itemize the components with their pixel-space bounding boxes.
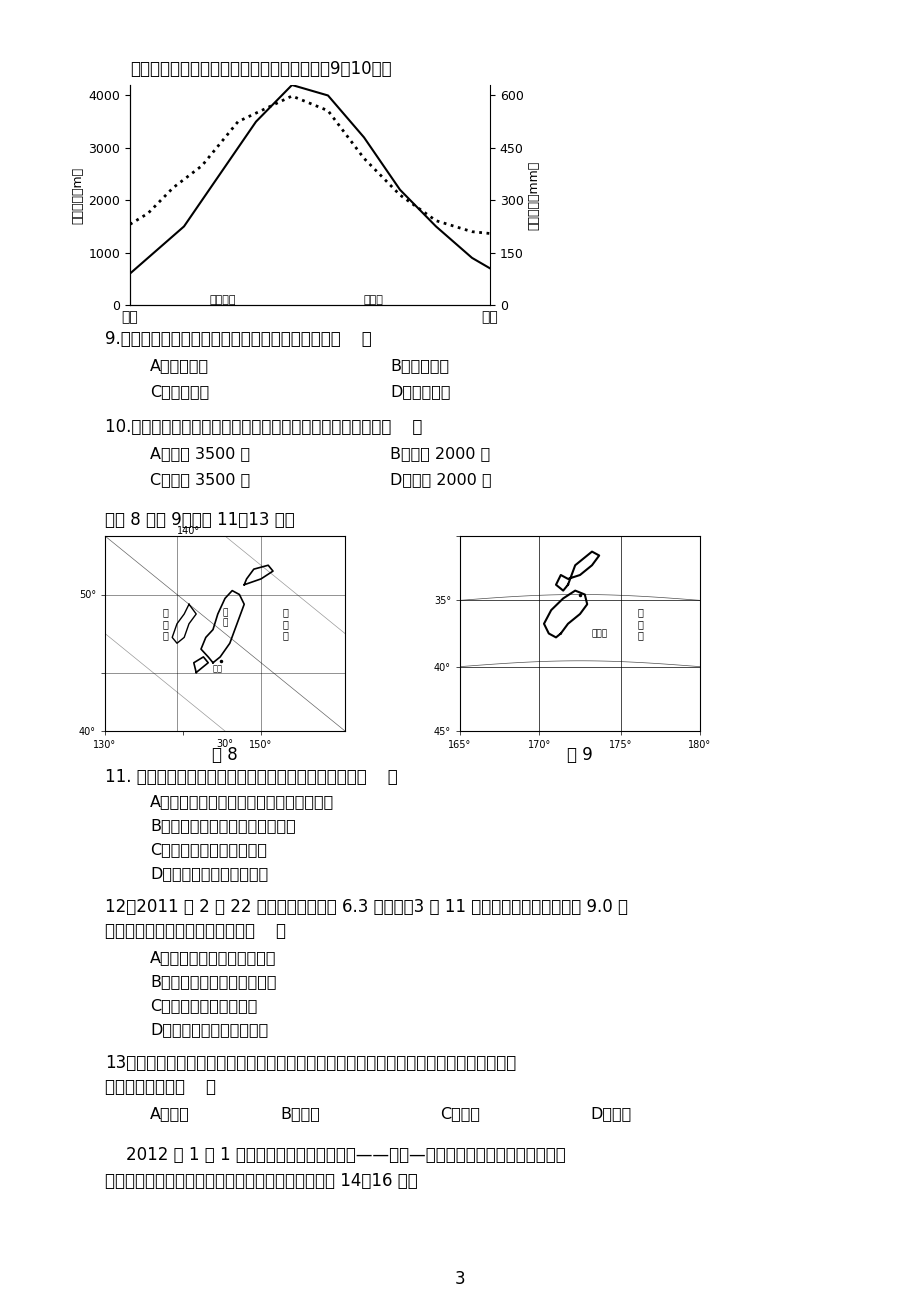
Text: B．南坡 2000 米: B．南坡 2000 米 [390, 447, 490, 461]
Text: 图 8: 图 8 [212, 746, 238, 764]
Text: 地震。两国多地震的共同原因是（    ）: 地震。两国多地震的共同原因是（ ） [105, 922, 286, 940]
Text: D．均位于板块的生长边界: D．均位于板块的生长边界 [150, 1022, 268, 1036]
Text: 2012 年 1 月 1 日是世界最大的自由贸易区——中国—东盟自由贸易区启动两周年纪念: 2012 年 1 月 1 日是世界最大的自由贸易区——中国—东盟自由贸易区启动两… [105, 1146, 565, 1164]
Text: 惠灵顿: 惠灵顿 [591, 629, 607, 638]
Text: 本
州: 本 州 [222, 608, 227, 628]
Text: D．难以判断: D．难以判断 [390, 384, 450, 398]
Text: B．地形: B．地形 [279, 1105, 320, 1121]
Text: 30°: 30° [216, 738, 233, 749]
Text: 读图 8 和图 9，完成 11～13 题。: 读图 8 和图 9，完成 11～13 题。 [105, 510, 294, 529]
Text: B．北坡较多: B．北坡较多 [390, 358, 448, 372]
Text: 地形剖面: 地形剖面 [209, 296, 235, 305]
Text: A．气候: A．气候 [150, 1105, 189, 1121]
Text: A．大体相等: A．大体相等 [150, 358, 209, 372]
Text: 下图为我国某山地年降水量分布图，读图回答9～10题。: 下图为我国某山地年降水量分布图，读图回答9～10题。 [130, 60, 391, 78]
Text: 日，两年来贸易区发展非常迅速，读下列两副图回答 14～16 题。: 日，两年来贸易区发展非常迅速，读下列两副图回答 14～16 题。 [105, 1172, 417, 1190]
Text: 9.就相同海拔高度来说，该山地南北两坡年降水量（    ）: 9.就相同海拔高度来说，该山地南北两坡年降水量（ ） [105, 329, 371, 348]
Text: A．南坡 3500 米: A．南坡 3500 米 [150, 447, 250, 461]
Text: 太
平
洋: 太 平 洋 [282, 607, 288, 641]
Text: 日
本
海: 日 本 海 [162, 607, 168, 641]
Text: C．南坡较多: C．南坡较多 [150, 384, 209, 398]
Text: 13．日本农业以水稻种植业为主，而新西兰则以大牧场放牧业和混合农业为主，导致这种差: 13．日本农业以水稻种植业为主，而新西兰则以大牧场放牧业和混合农业为主，导致这种… [105, 1055, 516, 1072]
Text: C．北坡 3500 米: C．北坡 3500 米 [150, 473, 250, 487]
Text: C．两国均以平原地形为主: C．两国均以平原地形为主 [150, 842, 267, 857]
Text: A．均位于太平洋板块的西部: A．均位于太平洋板块的西部 [150, 950, 277, 965]
Text: B．均位于亚欧板块东部边界: B．均位于亚欧板块东部边界 [150, 974, 277, 990]
Text: A．所处的南北半球不同，但都位于东半球: A．所处的南北半球不同，但都位于东半球 [150, 794, 334, 809]
Text: D．日本的面积小于新西兰: D．日本的面积小于新西兰 [150, 866, 268, 881]
Text: 太
平
洋: 太 平 洋 [636, 607, 642, 641]
Text: B．两国的气候都具有海洋性特征: B．两国的气候都具有海洋性特征 [150, 818, 295, 833]
Text: 10.该山地年降水量随海拔高度升高而减少的起始高度出现在（    ）: 10.该山地年降水量随海拔高度升高而减少的起始高度出现在（ ） [105, 418, 422, 436]
Text: 140°: 140° [177, 526, 200, 536]
Text: D．人口: D．人口 [589, 1105, 630, 1121]
Text: 异的因素主要是（    ）: 异的因素主要是（ ） [105, 1078, 216, 1096]
Text: C．技术: C．技术 [439, 1105, 480, 1121]
Text: 东京: 东京 [212, 664, 222, 673]
Text: C．均位于地壳活跃地带: C．均位于地壳活跃地带 [150, 999, 257, 1013]
Text: 12．2011 年 2 月 22 日新西兰发生里氏 6.3 级地震。3 月 11 日日本东部附近海域发生 9.0 级: 12．2011 年 2 月 22 日新西兰发生里氏 6.3 级地震。3 月 11… [105, 898, 628, 917]
Text: D．北坡 2000 米: D．北坡 2000 米 [390, 473, 491, 487]
Y-axis label: 海拔高度（m）: 海拔高度（m） [71, 167, 85, 224]
Text: 3: 3 [454, 1269, 465, 1288]
Y-axis label: 年降水量（mm）: 年降水量（mm） [528, 160, 540, 229]
Text: 图 9: 图 9 [566, 746, 592, 764]
Text: 降水量: 降水量 [364, 296, 383, 305]
Text: 11. 日本与新西兰的地理特征相比，下列叙述正确的是（    ）: 11. 日本与新西兰的地理特征相比，下列叙述正确的是（ ） [105, 768, 397, 786]
